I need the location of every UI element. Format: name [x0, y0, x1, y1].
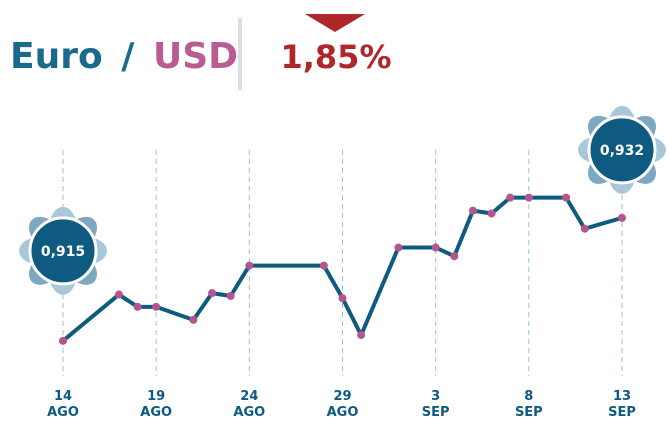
x-tick-label: 14 AGO [47, 389, 79, 420]
point [114, 290, 123, 299]
point [506, 193, 515, 202]
point [580, 224, 589, 233]
title-base: Euro [10, 36, 103, 77]
point [226, 291, 235, 300]
annotation-badge: 0,932 [578, 105, 666, 194]
point [394, 243, 403, 252]
point [245, 261, 254, 270]
x-tick-label: 3 SEP [422, 389, 450, 420]
badge-core [587, 115, 657, 185]
point [133, 302, 142, 311]
point [618, 213, 626, 222]
point [468, 206, 477, 215]
point [152, 302, 161, 311]
chart-title: Euro / USD [10, 36, 238, 77]
point [562, 193, 571, 202]
point [338, 294, 347, 303]
x-tick-label: 19 AGO [140, 389, 172, 420]
change-arrow [305, 14, 365, 32]
x-tick-label: 29 AGO [327, 389, 359, 420]
annotation-badge: 0,915 [19, 206, 107, 295]
point [59, 336, 67, 345]
point [431, 243, 440, 252]
x-tick-label: 8 SEP [515, 389, 543, 420]
badge-core [28, 216, 98, 286]
change-label: 1,85% [280, 38, 391, 76]
point [524, 193, 533, 202]
title-quote: USD [153, 36, 238, 77]
annotation: 0,932 [600, 143, 644, 159]
x-tick-label: 24 AGO [233, 389, 265, 420]
point [189, 315, 198, 324]
point [319, 261, 328, 270]
annotation: 0,915 [41, 244, 85, 260]
point [208, 289, 217, 298]
point [487, 209, 496, 218]
title-separator: / [121, 36, 135, 77]
point [357, 331, 366, 340]
x-tick-label: 13 SEP [608, 389, 636, 420]
point [450, 252, 459, 261]
